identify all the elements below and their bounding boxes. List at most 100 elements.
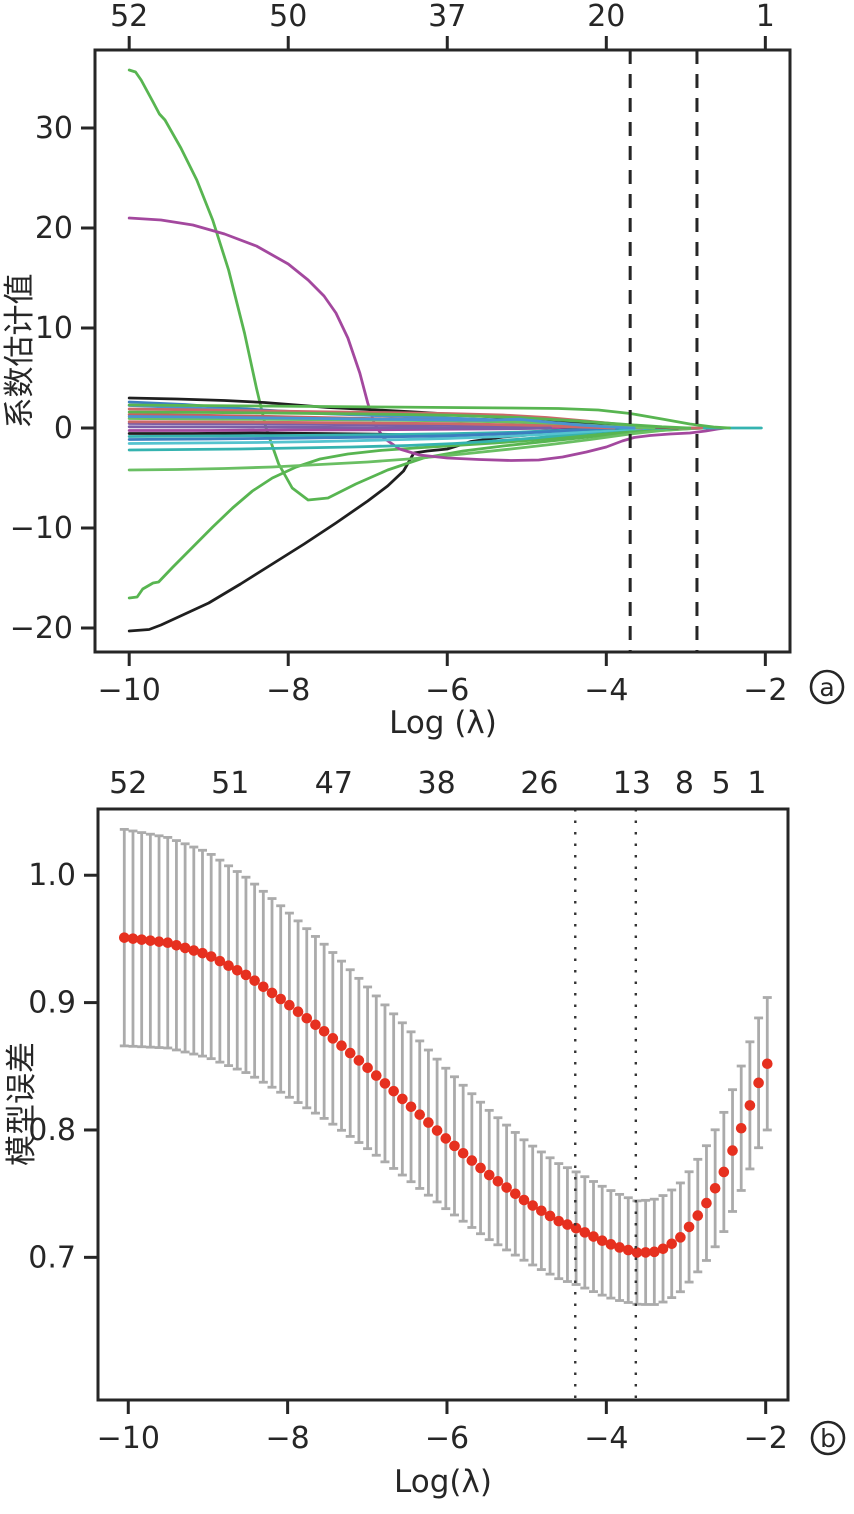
coef-path-green-neg17 <box>127 426 700 600</box>
mean-cv-error-point <box>683 1221 695 1233</box>
top-axis-nonzero-count-label: 37 <box>428 0 466 34</box>
mean-cv-error-point <box>518 1194 530 1206</box>
mean-cv-error-point <box>145 935 156 946</box>
mean-cv-error-point <box>205 951 217 962</box>
coef-path-green-neg4 <box>127 426 704 472</box>
mean-cv-error-point <box>414 1109 426 1120</box>
mean-cv-error-point <box>266 987 278 999</box>
mean-cv-error-point <box>553 1215 565 1227</box>
mean-cv-error-point <box>162 937 174 948</box>
mean-cv-error-point <box>596 1235 608 1247</box>
mean-cv-error-point <box>466 1155 478 1166</box>
mean-cv-error-point <box>118 932 130 943</box>
coef-path-cyan <box>127 426 652 445</box>
y-axis-tick-label: 0 <box>54 411 73 446</box>
x-axis-tick-label: −10 <box>98 673 161 708</box>
top-axis-nonzero-count-label: 8 <box>675 766 694 801</box>
mean-cv-error-point <box>188 945 200 956</box>
mean-cv-error-point <box>649 1246 660 1258</box>
mean-cv-error-point <box>440 1133 452 1144</box>
coef-path-green-pos36 <box>127 68 724 502</box>
mean-cv-error-point <box>344 1047 356 1059</box>
mean-cv-error-point <box>483 1169 495 1181</box>
mean-cv-error-point <box>388 1085 399 1097</box>
x-axis-tick-label: −6 <box>425 673 469 708</box>
x-axis-tick-label: −4 <box>584 1421 628 1456</box>
mean-cv-error-point <box>275 993 286 1005</box>
top-axis-nonzero-count-label: 47 <box>315 766 353 801</box>
mean-cv-error-point <box>336 1040 347 1052</box>
top-axis-nonzero-count-label: 13 <box>613 766 651 801</box>
mean-cv-error-point <box>761 1058 773 1070</box>
panel-b-cv-error-plot: −10 −8 −6 −4 −20.70.80.91.052 51 47 38 26 13 8 5 1 <box>28 766 790 1456</box>
mean-cv-error-point <box>605 1239 617 1250</box>
cv-error-points <box>118 932 773 1258</box>
x-axis-tick-label: −2 <box>743 673 787 708</box>
y-axis-tick-label: 1.0 <box>28 858 76 893</box>
mean-cv-error-point <box>562 1219 573 1230</box>
mean-cv-error-point <box>622 1244 634 1256</box>
mean-cv-error-point <box>258 981 269 993</box>
mean-cv-error-point <box>423 1117 434 1128</box>
top-axis-nonzero-count-label: 1 <box>747 766 766 801</box>
top-axis-nonzero-count-label: 1 <box>756 0 775 34</box>
mean-cv-error-point <box>310 1019 321 1031</box>
mean-cv-error-point <box>431 1125 443 1136</box>
mean-cv-error-point <box>631 1247 643 1258</box>
y-axis-tick-label: 10 <box>35 311 73 346</box>
mean-cv-error-point <box>536 1205 547 1217</box>
y-axis-tick-label: −10 <box>10 511 73 546</box>
mean-cv-error-point <box>240 969 252 981</box>
mean-cv-error-point <box>718 1166 730 1178</box>
mean-cv-error-point <box>292 1006 304 1018</box>
mean-cv-error-point <box>675 1232 686 1243</box>
x-axis-tick-label: −4 <box>584 673 628 708</box>
coefficient-path-lines <box>127 68 763 633</box>
mean-cv-error-point <box>640 1247 651 1258</box>
mean-cv-error-point <box>666 1238 678 1250</box>
panel-b-y-axis-title: 模型误差 <box>4 1042 40 1166</box>
mean-cv-error-point <box>318 1026 330 1037</box>
top-axis-nonzero-count-label: 51 <box>211 766 249 801</box>
mean-cv-error-point <box>231 964 243 976</box>
top-axis-nonzero-count-label: 26 <box>520 766 558 801</box>
cv-error-bars <box>119 827 772 1306</box>
mean-cv-error-point <box>353 1055 365 1066</box>
coef-path-blue-3 <box>127 426 620 441</box>
y-axis-tick-label: 0.7 <box>28 1240 76 1275</box>
panel-a-y-axis-title: 系数估计值 <box>2 274 38 429</box>
coef-path-green-band-3 <box>127 410 692 430</box>
mean-cv-error-point <box>570 1222 582 1234</box>
mean-cv-error-point <box>136 934 147 945</box>
mean-cv-error-point <box>405 1101 417 1113</box>
panel-a-coefficient-paths: −10 −8 −6 −4 −2 −20 −10 0 10 20 30 52 50 37 20 1 <box>10 0 792 708</box>
mean-cv-error-point <box>379 1078 391 1089</box>
mean-cv-error-point <box>692 1210 704 1221</box>
mean-cv-error-point <box>249 975 260 986</box>
mean-cv-error-point <box>727 1145 738 1156</box>
mean-cv-error-point <box>744 1100 756 1111</box>
mean-cv-error-point <box>301 1012 313 1024</box>
mean-cv-error-point <box>753 1077 764 1089</box>
mean-cv-error-point <box>527 1200 538 1211</box>
mean-cv-error-point <box>544 1210 556 1222</box>
mean-cv-error-point <box>214 955 226 967</box>
panel-b-badge-letter: b <box>820 1424 836 1453</box>
mean-cv-error-point <box>284 999 295 1011</box>
y-axis-tick-label: 30 <box>35 111 73 146</box>
mean-cv-error-point <box>449 1140 460 1152</box>
mean-cv-error-point <box>657 1243 669 1255</box>
mean-cv-error-point <box>701 1197 712 1209</box>
panel-a-badge: a <box>809 669 845 705</box>
panel-a-x-axis-title: Log (λ) <box>389 705 497 741</box>
coef-path-blue-kink <box>127 415 636 430</box>
top-axis-nonzero-count-label: 5 <box>712 766 731 801</box>
mean-cv-error-point <box>735 1122 747 1134</box>
top-axis-nonzero-count-label: 50 <box>269 0 307 34</box>
coef-path-violet-2 <box>127 425 553 430</box>
mean-cv-error-point <box>171 939 182 951</box>
mean-cv-error-point <box>501 1182 512 1193</box>
coef-path-purple-pos21 <box>127 216 727 462</box>
